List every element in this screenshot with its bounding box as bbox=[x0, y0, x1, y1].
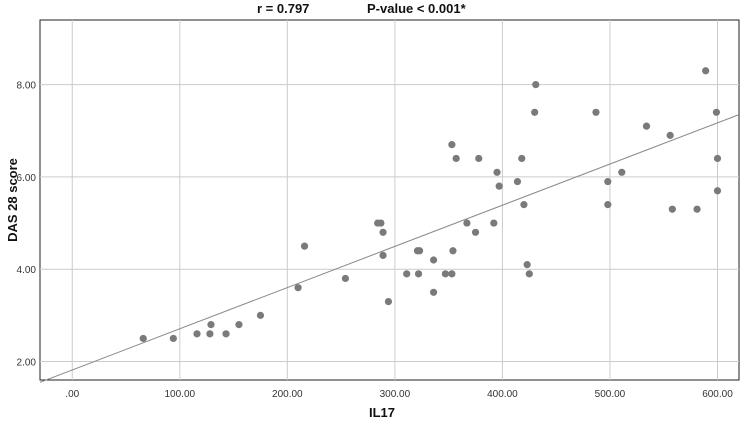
data-point bbox=[592, 108, 600, 116]
data-point bbox=[604, 177, 612, 186]
y-tick-label: 2.00 bbox=[17, 358, 37, 369]
data-point bbox=[414, 270, 423, 278]
data-point bbox=[448, 270, 456, 278]
data-point bbox=[520, 201, 528, 209]
data-point bbox=[379, 251, 387, 259]
x-tick-label: 100.00 bbox=[165, 389, 196, 400]
y-tick-label: 4.00 bbox=[17, 265, 37, 276]
data-point bbox=[604, 201, 612, 209]
data-point bbox=[490, 219, 498, 227]
y-axis-ticks: 2.00 4.00 6.00 8.00 bbox=[17, 81, 37, 369]
pvalue-annotation: P-value < 0.001* bbox=[367, 1, 466, 16]
data-point bbox=[193, 330, 201, 338]
data-point bbox=[379, 228, 387, 236]
data-point bbox=[222, 330, 230, 338]
data-point bbox=[294, 284, 302, 292]
data-point bbox=[713, 187, 722, 195]
data-point bbox=[441, 270, 450, 278]
gridlines bbox=[40, 20, 739, 380]
data-point bbox=[523, 261, 531, 269]
y-tick-label: 6.00 bbox=[17, 173, 37, 184]
data-point bbox=[463, 219, 471, 227]
y-axis-label: DAS 28 score bbox=[5, 158, 20, 242]
data-point bbox=[471, 228, 480, 236]
plot-area bbox=[39, 19, 740, 381]
data-points bbox=[139, 67, 722, 343]
x-tick-label: 600.00 bbox=[702, 389, 733, 400]
data-point bbox=[139, 334, 147, 343]
data-point bbox=[403, 270, 411, 278]
data-point bbox=[300, 242, 309, 250]
data-point bbox=[475, 154, 483, 163]
fit-line-layer bbox=[39, 114, 740, 383]
data-point bbox=[666, 131, 674, 139]
data-point bbox=[449, 247, 457, 255]
correlation-annotation: r = 0.797 bbox=[257, 1, 310, 16]
data-point bbox=[495, 182, 503, 190]
data-point bbox=[532, 81, 540, 89]
data-point bbox=[712, 108, 721, 116]
regression-line bbox=[39, 114, 740, 383]
data-point bbox=[384, 297, 393, 306]
data-point bbox=[618, 168, 626, 176]
data-point bbox=[525, 270, 533, 278]
data-point bbox=[169, 334, 177, 343]
x-tick-label: 500.00 bbox=[595, 389, 626, 400]
x-tick-label: 300.00 bbox=[380, 389, 411, 400]
x-tick-label: 200.00 bbox=[272, 389, 303, 400]
data-point bbox=[531, 108, 539, 116]
data-point bbox=[448, 141, 456, 149]
data-point bbox=[713, 154, 722, 163]
data-point bbox=[207, 321, 215, 329]
data-point bbox=[518, 154, 526, 163]
data-point bbox=[702, 67, 710, 75]
data-point bbox=[452, 154, 460, 163]
data-point bbox=[235, 321, 243, 329]
data-point bbox=[341, 274, 350, 283]
data-point bbox=[668, 205, 676, 213]
x-axis-ticks: .00 100.00 200.00 300.00 400.00 500.00 600.00 bbox=[65, 389, 733, 400]
data-point bbox=[256, 311, 265, 319]
data-point bbox=[377, 219, 385, 227]
data-point bbox=[693, 205, 701, 213]
x-axis-label: IL17 bbox=[369, 405, 395, 420]
x-tick-label: 400.00 bbox=[487, 389, 518, 400]
data-point bbox=[429, 288, 438, 296]
data-point bbox=[513, 177, 522, 186]
data-point bbox=[493, 168, 501, 176]
x-tick-label: .00 bbox=[65, 389, 79, 400]
data-point bbox=[206, 330, 214, 338]
data-point bbox=[416, 247, 424, 255]
data-point bbox=[429, 256, 438, 264]
y-tick-label: 8.00 bbox=[17, 81, 37, 92]
data-point bbox=[642, 122, 651, 130]
